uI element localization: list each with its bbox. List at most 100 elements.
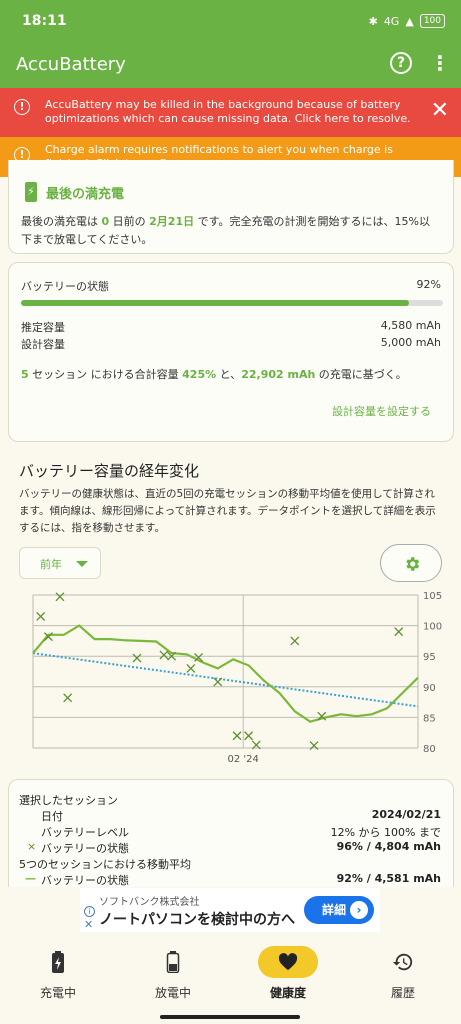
design-capacity-value: 5,000 mAh	[380, 336, 441, 349]
based-on-text: 5 セッション における合計容量 425% と、22,902 mAh の充電に基…	[21, 366, 407, 382]
status-icons: ✱ 4G ▲ 100	[369, 14, 445, 28]
warning-icon: !	[14, 99, 30, 115]
health-label: バッテリーの状態	[21, 280, 109, 293]
ad-info-icon[interactable]: i	[84, 906, 95, 917]
x-tick-label: 02 '24	[228, 754, 259, 765]
period-label: 前年	[40, 558, 62, 571]
date-label: 日付	[41, 810, 63, 823]
home-indicator	[160, 1015, 300, 1019]
estimated-capacity-value: 4,580 mAh	[380, 319, 441, 332]
period-dropdown[interactable]: 前年	[19, 547, 101, 579]
more-options-icon[interactable]: ⋮	[430, 51, 450, 75]
total-percent: 425%	[182, 368, 217, 381]
nav-icon-wrap	[28, 946, 88, 978]
ad-title: ノートパソコンを検討中の方へ	[99, 912, 295, 928]
nav-icon-wrap	[373, 946, 433, 978]
app-bar: AccuBattery ? ⋮	[0, 44, 461, 88]
line-marker-icon: —	[25, 872, 36, 885]
battery-health-card: バッテリーの状態 92% 推定容量 4,580 mAh 設計容量 5,000 m…	[8, 262, 454, 442]
advertisement[interactable]: i ✕ ソフトバンク株式会社 ノートパソコンを検討中の方へ 詳細 ›	[80, 888, 380, 932]
status-bar: 18:11 ✱ 4G ▲ 100	[0, 0, 461, 44]
y-tick-label: 90	[423, 683, 436, 694]
y-tick-label: 85	[423, 713, 436, 724]
set-design-capacity-link[interactable]: 設計容量を設定する	[332, 405, 431, 418]
network-label: 4G	[383, 14, 400, 28]
battery-charging-icon: ⚡	[25, 182, 37, 202]
bottom-navigation: 充電中 放電中 健康度 履歴	[0, 932, 461, 1024]
ad-button-label: 詳細	[322, 903, 347, 917]
app-title: AccuBattery	[16, 54, 126, 75]
selected-session-header: 選択したセッション	[19, 794, 118, 807]
nav-health[interactable]: 健康度	[248, 946, 328, 1001]
history-description: バッテリーの健康状態は、直近の5回の充電セッションの移動平均値を使用して計算され…	[19, 488, 436, 534]
y-tick-label: 100	[423, 622, 442, 633]
session-point	[317, 711, 327, 721]
status-time: 18:11	[22, 13, 67, 29]
battery-discharging-icon	[166, 951, 180, 973]
chart-settings-button[interactable]	[380, 544, 442, 582]
close-icon[interactable]: ✕	[430, 98, 449, 123]
cross-marker-icon: ×	[27, 840, 37, 853]
chevron-down-icon	[76, 561, 88, 567]
total-mah: 22,902 mAh	[241, 368, 316, 381]
health-percent: 92%	[416, 278, 441, 291]
session-point	[394, 627, 404, 637]
battery-level-label: バッテリーレベル	[41, 826, 129, 839]
nav-discharging[interactable]: 放電中	[133, 946, 213, 1001]
average-health-label: バッテリーの状態	[41, 874, 129, 887]
chevron-right-icon: ›	[350, 901, 368, 919]
last-charge-title: 最後の満充電	[46, 187, 125, 202]
text: 日前の	[109, 215, 150, 228]
nav-label: 放電中	[154, 986, 191, 1000]
trend-line	[32, 652, 419, 708]
session-health-value: 96% / 4,804 mAh	[336, 840, 441, 853]
signal-icon: ▲	[405, 14, 414, 28]
moving-average-header: 5つのセッションにおける移動平均	[19, 858, 191, 871]
session-point	[309, 741, 319, 751]
ad-sponsor: ソフトバンク株式会社	[99, 897, 200, 908]
ad-close-icon[interactable]: ✕	[84, 918, 94, 931]
battery-charging-icon	[52, 951, 64, 973]
bluetooth-icon: ✱	[368, 14, 378, 28]
text: セッション における合計容量	[28, 368, 183, 381]
ad-details-button[interactable]: 詳細 ›	[304, 896, 374, 924]
session-point	[213, 677, 223, 687]
selected-session-card: 選択したセッション 日付 2024/02/21 バッテリーレベル 12% から …	[8, 779, 454, 887]
last-charge-card: ⚡ 最後の満充電 最後の満充電は 0 日前の 2月21日 です。完全充電の計測を…	[8, 160, 454, 254]
battery-level: 100	[419, 14, 445, 28]
text: 最後の満充電は	[21, 215, 102, 228]
last-charge-date: 2月21日	[149, 215, 195, 228]
history-title: バッテリー容量の経年変化	[19, 462, 200, 480]
banner-text: AccuBattery may be killed in the backgro…	[45, 98, 411, 125]
session-point	[43, 632, 53, 642]
estimated-capacity-label: 推定容量	[21, 321, 65, 334]
session-point	[159, 650, 169, 660]
text: です。完全充電の計測を開始するには、15%以下まで放電してください。	[21, 215, 430, 246]
session-point	[244, 731, 254, 741]
nav-history[interactable]: 履歴	[363, 946, 443, 1001]
session-point	[194, 652, 204, 662]
session-count: 5	[21, 368, 29, 381]
y-tick-label: 95	[423, 652, 436, 663]
heart-icon	[278, 953, 298, 971]
session-point	[232, 731, 242, 741]
session-point	[290, 636, 300, 646]
health-line	[32, 624, 419, 723]
session-point	[63, 693, 73, 703]
battery-optimization-banner[interactable]: ! AccuBattery may be killed in the backg…	[0, 88, 461, 137]
days-ago: 0	[101, 215, 110, 228]
health-progress-bar	[21, 300, 443, 306]
nav-icon-wrap	[143, 946, 203, 978]
session-point	[36, 611, 46, 621]
history-icon	[392, 953, 413, 971]
text: の充電に基づく。	[315, 368, 407, 381]
last-charge-text: 最後の満充電は 0 日前の 2月21日 です。完全充電の計測を開始するには、15…	[21, 213, 435, 249]
y-tick-label: 105	[423, 591, 442, 602]
session-point	[55, 592, 65, 602]
help-icon[interactable]: ?	[390, 52, 412, 74]
nav-icon-wrap	[258, 946, 318, 978]
capacity-history-chart[interactable]: 80 85 90 95 100 105 02 '24	[0, 585, 461, 770]
session-health-label: バッテリーの状態	[41, 842, 129, 855]
session-point	[167, 651, 177, 661]
nav-charging[interactable]: 充電中	[18, 946, 98, 1001]
